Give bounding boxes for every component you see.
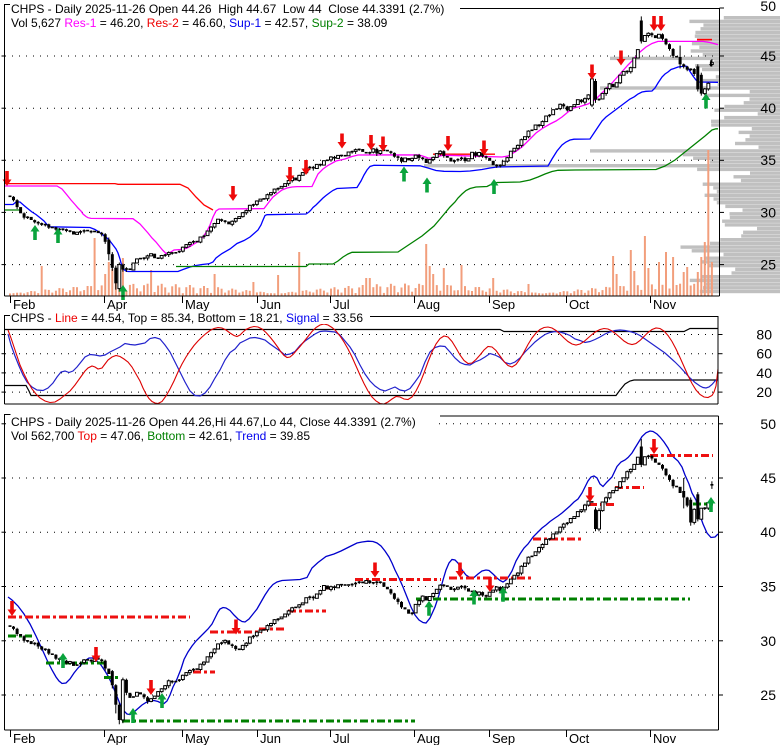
svg-text:Jun: Jun xyxy=(260,731,281,745)
svg-text:Feb: Feb xyxy=(13,731,35,745)
svg-text:CHPS - Daily 2025-11-26 Open 4: CHPS - Daily 2025-11-26 Open 44.26 High … xyxy=(11,2,444,16)
svg-text:40: 40 xyxy=(760,524,776,540)
svg-text:May: May xyxy=(185,297,210,312)
svg-text:50: 50 xyxy=(760,416,776,432)
svg-text:35: 35 xyxy=(760,152,776,168)
svg-text:Apr: Apr xyxy=(107,731,128,745)
svg-text:CHPS - Line = 44.54, Top = 85.: CHPS - Line = 44.54, Top = 85.34, Bottom… xyxy=(11,311,363,325)
svg-text:40: 40 xyxy=(756,365,772,381)
svg-text:Jul: Jul xyxy=(333,297,350,312)
svg-text:Feb: Feb xyxy=(13,297,35,312)
svg-text:35: 35 xyxy=(760,579,776,595)
svg-text:Vol 562,700 Top = 47.06, Botto: Vol 562,700 Top = 47.06, Bottom = 42.61,… xyxy=(11,429,310,443)
svg-text:Aug: Aug xyxy=(417,297,440,312)
svg-text:25: 25 xyxy=(760,257,776,273)
svg-text:Vol 5,627 Res-1 = 46.20, Res-2: Vol 5,627 Res-1 = 46.20, Res-2 = 46.60, … xyxy=(11,16,388,30)
svg-text:Sep: Sep xyxy=(492,731,515,745)
svg-text:Oct: Oct xyxy=(569,731,590,745)
svg-text:20: 20 xyxy=(756,384,772,400)
svg-text:Oct: Oct xyxy=(569,297,590,312)
svg-text:50: 50 xyxy=(760,0,776,14)
svg-text:Aug: Aug xyxy=(417,731,440,745)
svg-text:Nov: Nov xyxy=(653,731,677,745)
svg-text:Jun: Jun xyxy=(260,297,281,312)
svg-text:CHPS - Daily 2025-11-26 Open 4: CHPS - Daily 2025-11-26 Open 44.26,Hi 44… xyxy=(11,415,416,429)
svg-text:45: 45 xyxy=(760,48,776,64)
svg-text:60: 60 xyxy=(756,346,772,362)
svg-text:May: May xyxy=(185,731,210,745)
svg-text:30: 30 xyxy=(760,633,776,649)
svg-text:Sep: Sep xyxy=(492,297,515,312)
svg-text:25: 25 xyxy=(760,687,776,703)
svg-text:Nov: Nov xyxy=(653,297,677,312)
svg-text:40: 40 xyxy=(760,100,776,116)
svg-text:80: 80 xyxy=(756,327,772,343)
svg-text:Jul: Jul xyxy=(333,731,350,745)
svg-text:45: 45 xyxy=(760,470,776,486)
svg-text:30: 30 xyxy=(760,205,776,221)
svg-text:Apr: Apr xyxy=(107,297,128,312)
